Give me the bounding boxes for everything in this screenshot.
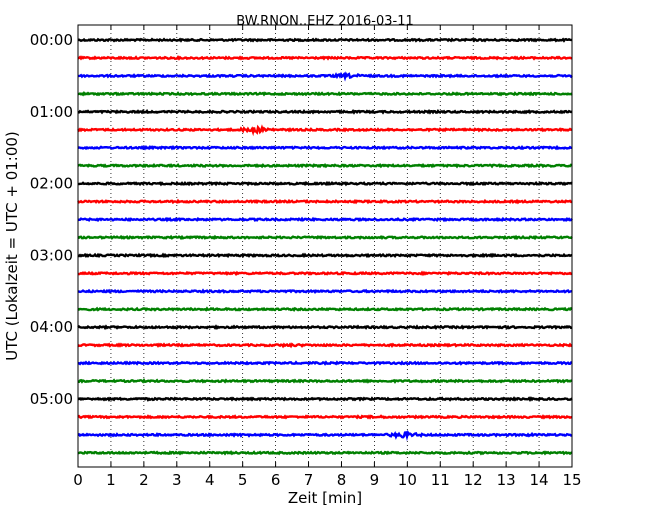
trace-line [77,144,572,151]
trace-line [77,360,573,366]
trace-line [77,306,573,312]
trace-line [77,234,573,241]
traces [77,37,573,456]
trace-line [77,124,573,137]
trace-line [77,414,573,420]
y-tick-label: 01:00 [30,103,73,121]
x-tick-label: 6 [271,471,281,489]
x-tick-label: 11 [431,471,450,489]
plot-frame [77,24,573,468]
x-tick-label: 3 [172,471,182,489]
x-tick-label: 9 [370,471,380,489]
trace-line [77,55,573,61]
x-tick-label: 14 [530,471,549,489]
x-tick-label: 13 [497,471,516,489]
trace-line [77,342,573,349]
axis-ticks: 0 1 2 3 4 5 6 7 8 9 10 11 12 13 14 1500:0001:0002:0003:… [30,25,582,489]
y-tick-label: 05:00 [30,390,73,408]
x-tick-label: 4 [205,471,215,489]
trace-line [77,450,573,456]
x-tick-label: 5 [238,471,248,489]
x-tick-label: 7 [304,471,314,489]
trace-line [77,162,573,169]
y-tick-label: 00:00 [30,31,73,49]
x-tick-label: 2 [139,471,149,489]
trace-line [77,71,573,82]
trace-line [77,180,573,187]
x-tick-label: 8 [337,471,347,489]
y-tick-label: 02:00 [30,175,73,193]
x-tick-label: 10 [398,471,417,489]
y-axis-label: UTC (Lokalzeit = UTC + 01:00) [3,131,21,361]
chart-title: BW.RNON..EHZ 2016-03-11 [236,14,414,29]
trace-line [77,396,573,403]
grid-lines [110,25,540,467]
trace-line [77,252,573,259]
trace-line [77,198,573,205]
y-tick-label: 04:00 [30,318,73,336]
trace-line [77,378,573,384]
trace-line [77,429,573,442]
trace-line [77,37,573,43]
x-tick-label: 12 [464,471,483,489]
x-tick-label: 1 [106,471,116,489]
y-tick-label: 03:00 [30,246,73,264]
x-tick-label: 15 [562,471,581,489]
trace-line [77,108,573,115]
trace-line [77,91,573,97]
x-tick-label: 0 [73,471,83,489]
trace-line [77,216,573,223]
trace-line [77,324,573,331]
trace-line [77,288,573,295]
x-axis-label: Zeit [min] [288,489,362,507]
trace-line [77,270,573,277]
